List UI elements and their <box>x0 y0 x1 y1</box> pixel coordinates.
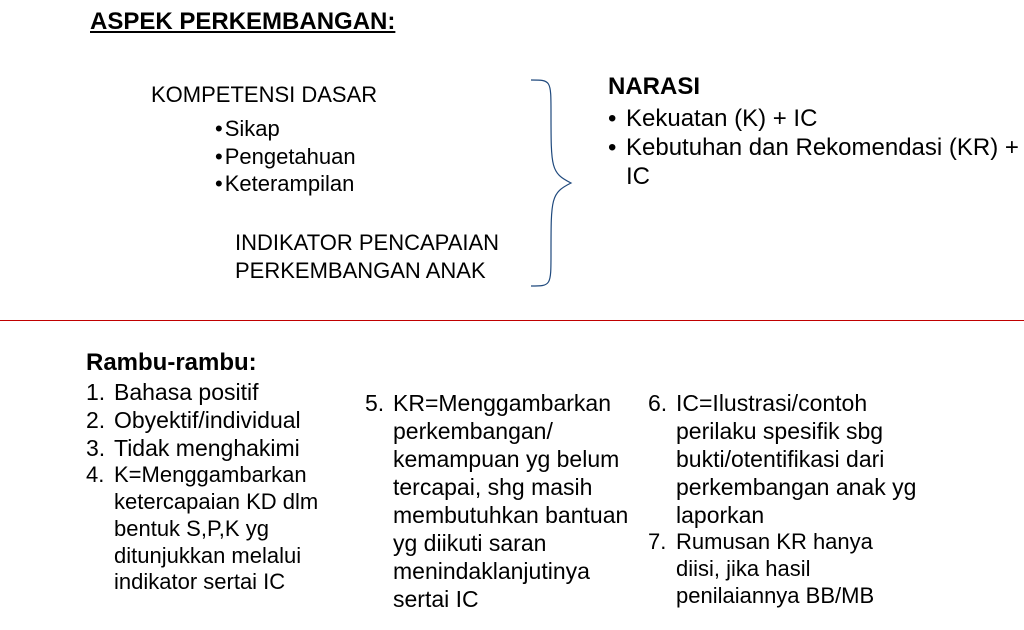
num-5: 5. <box>365 389 384 417</box>
rambu-item-7: 7. Rumusan KR hanya diisi, jika hasil pen… <box>648 529 920 609</box>
rambu-heading: Rambu-rambu: <box>86 349 257 377</box>
kd-item-sikap: Sikap <box>215 115 356 143</box>
curly-brace-icon <box>516 78 576 288</box>
rambu-column-1: 1. Bahasa positif 2. Obyektif/individual 3… <box>86 378 336 596</box>
narasi-item-kekuatan: Kekuatan (K) + IC <box>608 105 1024 134</box>
section-divider <box>0 320 1024 321</box>
kd-item-pengetahuan: Pengetahuan <box>215 143 356 171</box>
rambu-item-2: 2. Obyektif/individual <box>86 406 336 434</box>
rambu-item-6: 6. IC=Ilustrasi/contoh perilaku spesifik … <box>648 389 920 529</box>
rambu-item-5: 5. KR=Menggambarkan perkembangan/ kemampu… <box>365 389 633 613</box>
rambu-item-4: 4. K=Menggambarkan ketercapaian KD dlm be… <box>86 462 336 596</box>
indikator-line1: INDIKATOR PENCAPAIAN <box>235 230 499 255</box>
num-6: 6. <box>648 389 667 417</box>
text-2: Obyektif/individual <box>114 407 301 433</box>
indikator-heading: INDIKATOR PENCAPAIAN PERKEMBANGAN ANAK <box>235 229 499 284</box>
text-6: IC=Ilustrasi/contoh perilaku spesifik sb… <box>676 390 916 528</box>
narasi-list: Kekuatan (K) + IC Kebutuhan dan Rekomend… <box>608 105 1024 191</box>
rambu-item-3: 3. Tidak menghakimi <box>86 434 336 462</box>
num-2: 2. <box>86 406 105 434</box>
narasi-item-kebutuhan: Kebutuhan dan Rekomendasi (KR) + IC <box>608 134 1024 192</box>
text-5: KR=Menggambarkan perkembangan/ kemampuan… <box>393 390 628 612</box>
rambu-column-2: 5. KR=Menggambarkan perkembangan/ kemampu… <box>365 389 633 613</box>
text-7: Rumusan KR hanya diisi, jika hasil penil… <box>676 529 874 608</box>
rambu-column-3: 6. IC=Ilustrasi/contoh perilaku spesifik … <box>648 389 920 610</box>
text-1: Bahasa positif <box>114 379 258 405</box>
page-title: ASPEK PERKEMBANGAN: <box>90 8 395 36</box>
text-3: Tidak menghakimi <box>114 435 300 461</box>
indikator-line2: PERKEMBANGAN ANAK <box>235 258 486 283</box>
narasi-heading: NARASI <box>608 73 700 101</box>
rambu-item-1: 1. Bahasa positif <box>86 378 336 406</box>
num-3: 3. <box>86 434 105 462</box>
kompetensi-dasar-list: Sikap Pengetahuan Keterampilan <box>215 115 356 198</box>
num-7: 7. <box>648 529 666 556</box>
num-1: 1. <box>86 378 105 406</box>
kompetensi-dasar-heading: KOMPETENSI DASAR <box>151 82 377 108</box>
kd-item-keterampilan: Keterampilan <box>215 170 356 198</box>
text-4: K=Menggambarkan ketercapaian KD dlm bent… <box>114 462 318 594</box>
num-4: 4. <box>86 462 104 489</box>
